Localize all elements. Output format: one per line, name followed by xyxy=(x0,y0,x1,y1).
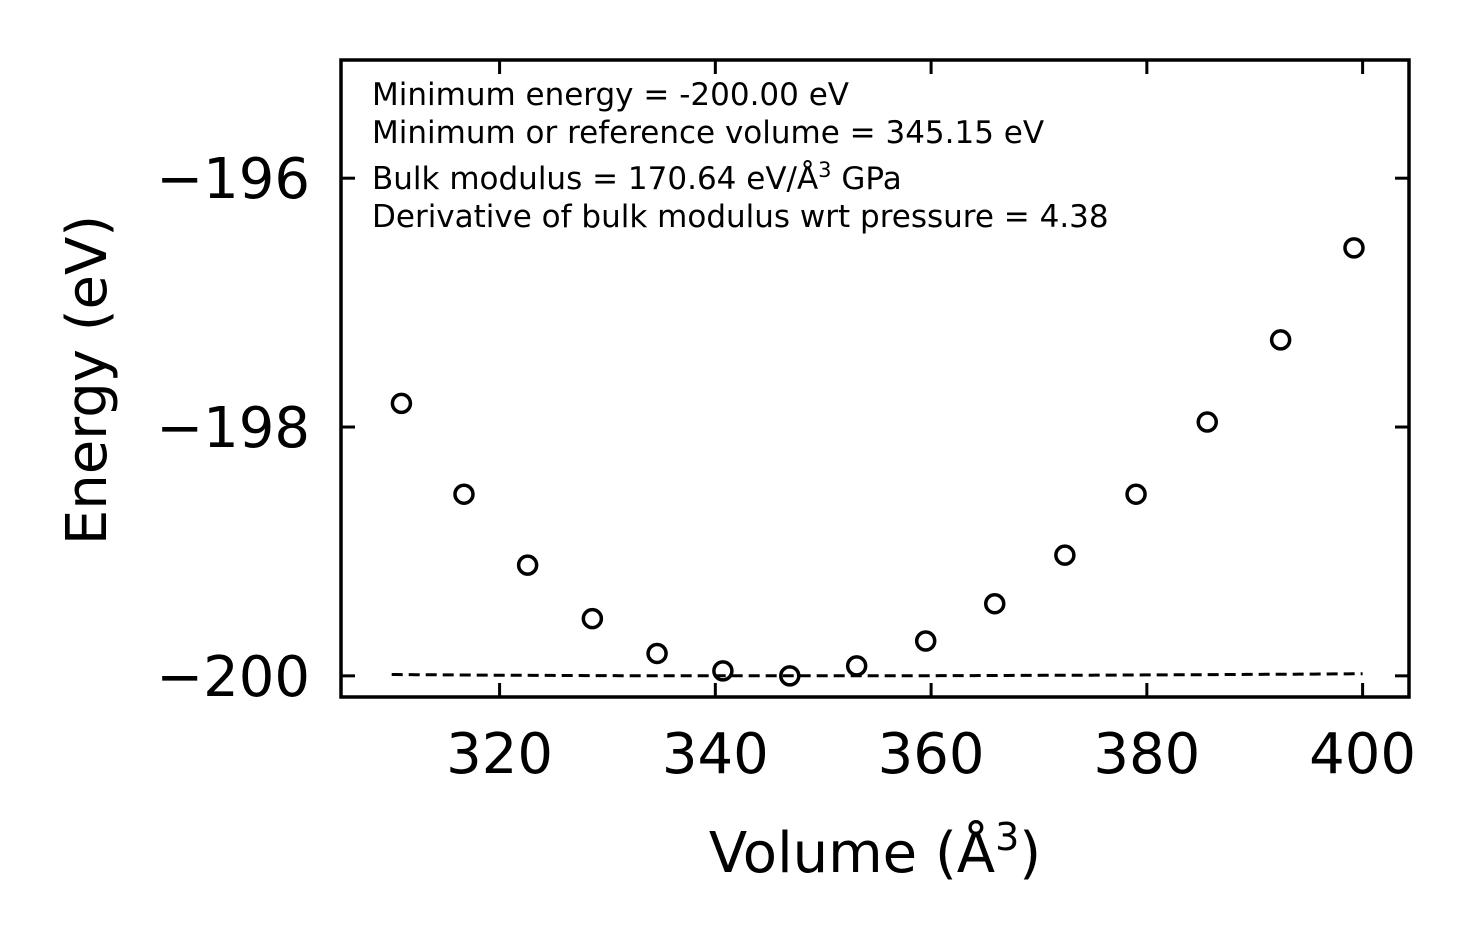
x-tick-label: 320 xyxy=(446,722,553,787)
data-point xyxy=(845,655,868,677)
x-axis-title-unit: (Å xyxy=(935,820,995,886)
x-axis-title: Volume (Å3) xyxy=(709,815,1041,886)
x-tick-label: 360 xyxy=(878,722,985,787)
bulk-modulus-suffix: GPa xyxy=(832,161,902,197)
bulk-modulus-exp: 3 xyxy=(818,158,831,182)
data-point xyxy=(712,660,734,682)
data-point xyxy=(983,592,1006,615)
y-tick-label: −200 xyxy=(156,645,310,710)
fit-curve-layer xyxy=(391,672,1363,678)
y-tick-label: −196 xyxy=(156,147,310,212)
data-point xyxy=(453,483,475,505)
annotation-min-volume: Minimum or reference volume = 345.15 eV xyxy=(372,115,1044,151)
y-tick-label: −198 xyxy=(156,396,310,461)
x-tick-label: 340 xyxy=(662,722,769,787)
x-axis-title-exp: 3 xyxy=(995,815,1019,859)
data-point xyxy=(1269,329,1292,351)
annotation-bulk-modulus: Bulk modulus = 170.64 eV/Å3 GPa xyxy=(372,158,902,197)
annotation-min-energy: Minimum energy = -200.00 eV xyxy=(372,77,849,113)
annotation-box: Minimum energy = -200.00 eV Minimum or r… xyxy=(372,77,1109,235)
data-point xyxy=(516,554,539,576)
x-tick-label: 380 xyxy=(1093,722,1200,787)
plot-frame xyxy=(339,58,1411,699)
bulk-modulus-prefix: Bulk modulus = 170.64 eV/Å xyxy=(372,161,818,197)
annotation-bulk-modulus-derivative: Derivative of bulk modulus wrt pressure … xyxy=(372,199,1109,235)
x-axis-title-name: Volume xyxy=(709,821,917,886)
x-axis-title-close: ) xyxy=(1019,821,1041,886)
data-points-layer xyxy=(390,237,1365,687)
data-point xyxy=(581,607,604,630)
data-point xyxy=(1125,483,1147,505)
data-point xyxy=(1196,411,1219,433)
data-point xyxy=(1343,237,1365,259)
data-point xyxy=(390,392,413,415)
fit-curve xyxy=(391,672,1363,678)
y-axis-title: Energy (eV) xyxy=(55,215,120,545)
data-point xyxy=(646,642,668,665)
data-point xyxy=(779,665,801,687)
data-point xyxy=(1054,544,1076,566)
ticks-layer: 320 340 360 380 400 −196 −198 −200 xyxy=(156,60,1416,787)
data-point xyxy=(914,630,937,652)
x-tick-label: 400 xyxy=(1309,722,1416,787)
